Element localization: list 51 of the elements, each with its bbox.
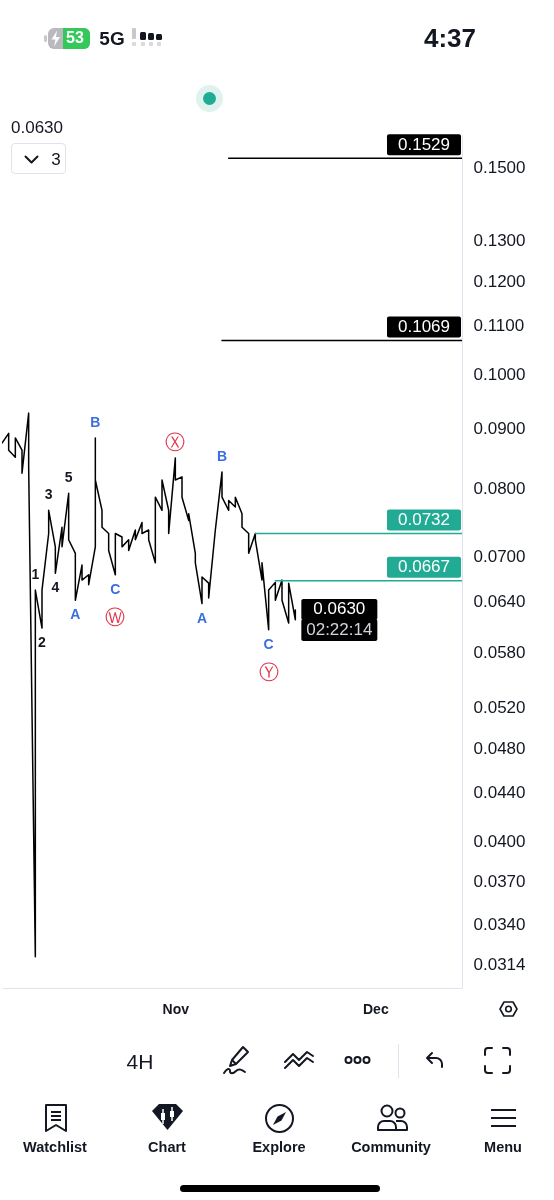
annotation: B	[216, 447, 228, 464]
x-tick-label: Dec	[362, 1000, 389, 1017]
annotation: C	[110, 580, 121, 597]
annotation: 2	[38, 634, 47, 651]
annotation: 3	[44, 486, 53, 503]
y-tick-label: 0.0640	[473, 592, 526, 612]
annotation: 1	[31, 566, 40, 583]
text: Community	[351, 1138, 431, 1155]
text: Watchlist	[23, 1138, 87, 1155]
y-tick-label: 0.0400	[473, 831, 526, 851]
y-tick-label: 0.0440	[473, 783, 526, 803]
data-label: 0.0630	[313, 599, 366, 619]
y-tick-label: 0.0700	[473, 546, 526, 566]
data-label: 0.0667	[398, 557, 450, 577]
text: Menu	[484, 1138, 522, 1155]
data-label: 0.1529	[398, 134, 450, 154]
y-tick-label: 0.0314	[473, 955, 526, 975]
annotation: 4	[51, 579, 60, 596]
annotation: 5	[64, 469, 73, 486]
y-tick-label: 0.0800	[473, 478, 526, 498]
data-label: 0.1069	[398, 317, 450, 336]
y-tick-label: 0.0480	[473, 739, 526, 758]
annotation: Ⓦ	[105, 605, 126, 628]
line-series	[2, 412, 297, 958]
y-tick-label: 0.0370	[473, 871, 526, 891]
y-tick-label: 0.0580	[473, 642, 526, 662]
x-tick-label: Nov	[162, 1000, 190, 1017]
y-tick-label: 0.1000	[473, 365, 526, 384]
y-tick-label: 0.1200	[473, 272, 526, 292]
data-label: 0.0732	[398, 509, 450, 529]
text: Chart	[148, 1138, 186, 1155]
annotation: C	[263, 635, 274, 652]
annotation: A	[70, 606, 81, 623]
annotation: A	[196, 609, 208, 626]
y-tick-label: 0.0900	[473, 418, 526, 438]
annotation: 3	[51, 149, 61, 169]
text: 53	[66, 29, 84, 46]
annotation: 02:22:14	[306, 619, 373, 639]
y-tick-label: 0.0340	[473, 914, 526, 934]
text: Explore	[252, 1138, 306, 1155]
y-tick-label: 0.1500	[473, 158, 526, 178]
chart-subtitle: 0.0630	[11, 117, 63, 137]
annotation: B	[90, 413, 101, 430]
annotation: Ⓨ	[258, 660, 279, 683]
y-tick-label: 0.1100	[473, 316, 525, 336]
annotation: Ⓧ	[165, 430, 186, 453]
text: 4H	[126, 1049, 154, 1073]
text: 4:37	[423, 23, 477, 53]
y-tick-label: 0.0520	[473, 698, 526, 718]
y-tick-label: 0.1300	[473, 231, 526, 251]
text: 5G	[99, 27, 125, 49]
